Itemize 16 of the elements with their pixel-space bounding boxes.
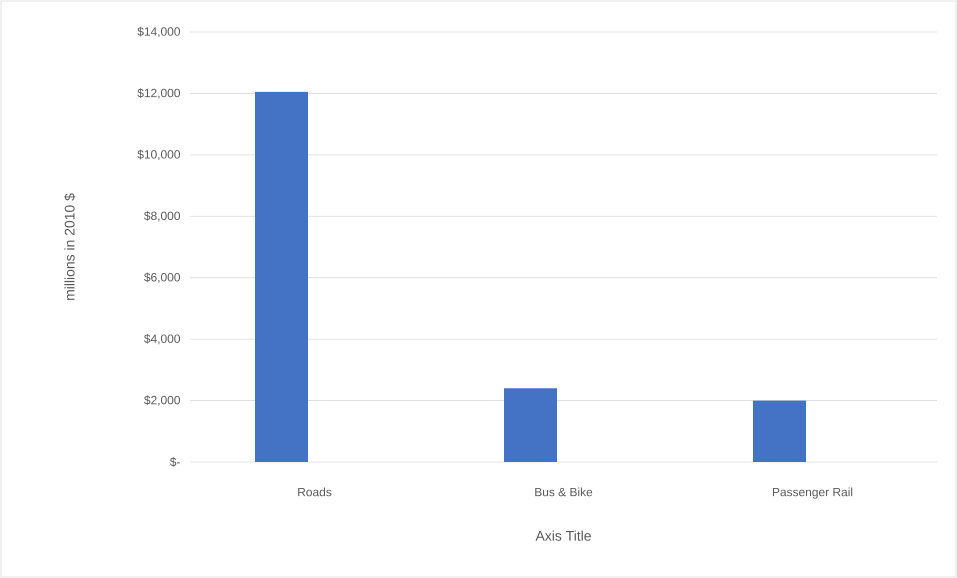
x-axis-title: Axis Title — [536, 530, 591, 541]
y-tick-label: $10,000 — [137, 150, 180, 160]
y-tick-label: $2,000 — [144, 395, 180, 406]
y-tick-label: $4,000 — [144, 334, 180, 344]
x-tick-label: Bus & Bike — [535, 488, 592, 496]
x-tick-label: Passenger Rail — [772, 488, 852, 499]
y-axis-title: millions in 2010 $ — [64, 193, 76, 300]
y-tick-label: $6,000 — [144, 272, 180, 283]
bar — [504, 388, 558, 462]
bar — [255, 92, 308, 462]
y-tick-label: $8,000 — [144, 211, 180, 222]
y-tick-label: $12,000 — [137, 88, 180, 99]
x-tick-label: Roads — [298, 488, 332, 496]
y-tick-label: $14,000 — [137, 26, 180, 38]
y-tick-label: $- — [170, 457, 180, 467]
bar — [753, 400, 806, 462]
